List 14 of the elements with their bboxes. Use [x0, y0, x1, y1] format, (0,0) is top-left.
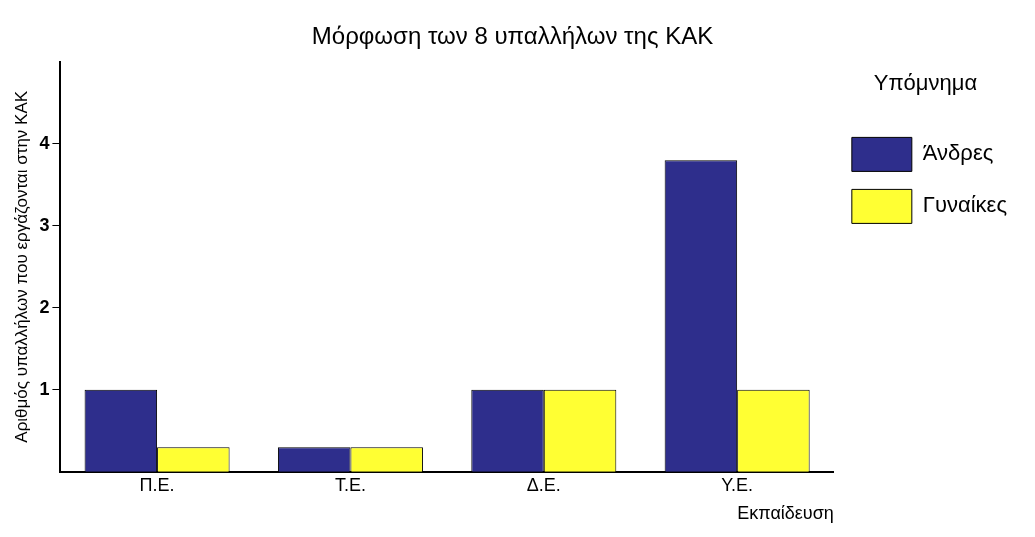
x-tick-label: Υ.Ε. [721, 474, 754, 495]
x-axis-title: Εκπαίδευση [737, 503, 834, 524]
y-axis-title: Αριθμός υπαλλήλων που εργάζονται στην ΚΑΚ [11, 90, 31, 443]
x-tick-label: Τ.Ε. [334, 474, 366, 495]
legend-label: Άνδρες [922, 140, 994, 166]
legend-label: Γυναίκες [922, 192, 1008, 218]
y-tick-label: 1 [39, 378, 50, 399]
y-tick-label: 4 [39, 132, 50, 153]
y-tick-label: 2 [39, 296, 50, 317]
chart-title: Μόρφωση των 8 υπαλλήλων της ΚΑΚ [311, 22, 714, 50]
x-tick-label: Δ.Ε. [526, 474, 561, 495]
legend-title: Υπόμνημα [873, 70, 978, 96]
y-tick-label: 3 [39, 214, 50, 235]
x-tick-label: Π.Ε. [139, 474, 175, 495]
